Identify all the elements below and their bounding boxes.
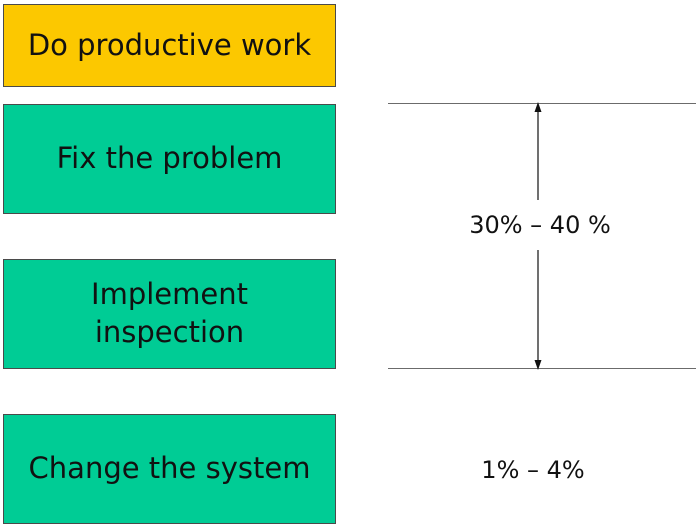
step-label: Do productive work xyxy=(27,27,312,62)
step-implement-inspection: Implement inspection xyxy=(3,259,336,369)
range-bottom-line xyxy=(388,368,696,369)
range-top-line xyxy=(388,103,696,104)
step-label: Fix the problem xyxy=(56,141,283,176)
step-label: Change the system xyxy=(28,451,311,486)
range-label-1-4: 1% – 4% xyxy=(481,456,585,484)
double-arrow-icon xyxy=(534,102,542,370)
arrow-head-up xyxy=(534,102,542,112)
step-label: Implement inspection xyxy=(91,277,248,349)
step-change-the-system: Change the system xyxy=(3,414,336,524)
arrow-head-down xyxy=(534,360,542,370)
range-label-30-40: 30% – 40 % xyxy=(469,211,611,239)
step-fix-the-problem: Fix the problem xyxy=(3,104,336,214)
step-do-productive-work: Do productive work xyxy=(3,4,336,87)
